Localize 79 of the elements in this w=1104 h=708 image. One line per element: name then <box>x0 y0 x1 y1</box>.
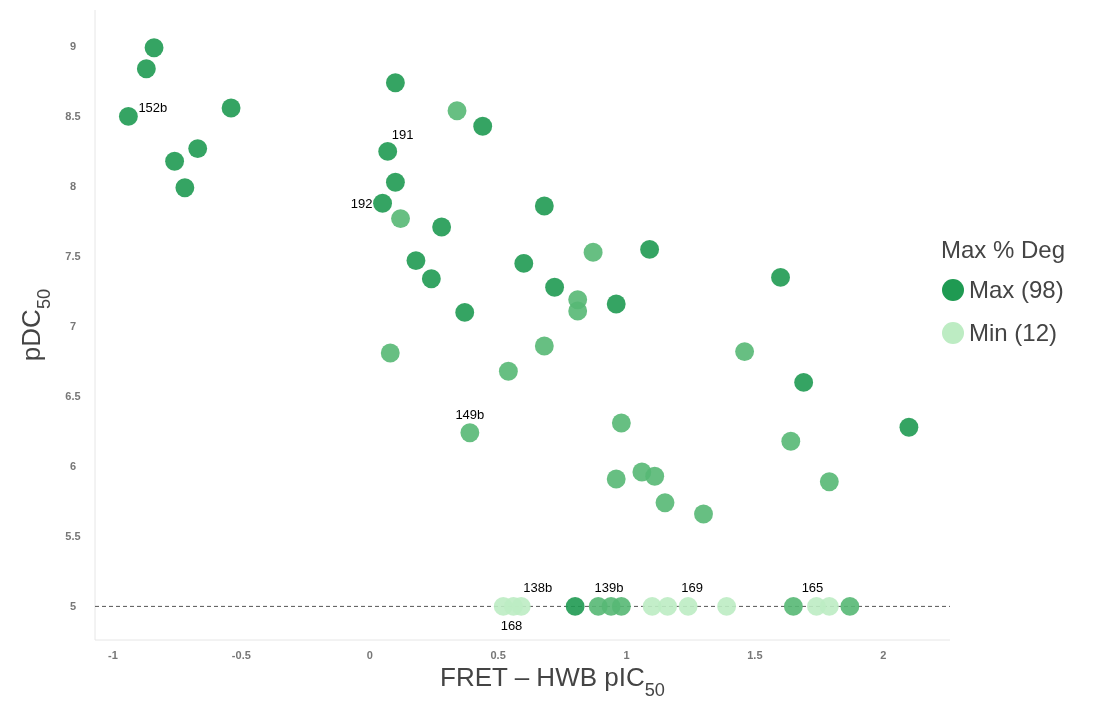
x-tick-label: 0.5 <box>490 649 506 661</box>
x-tick-label: 1.5 <box>747 649 763 661</box>
point <box>385 73 405 93</box>
point <box>645 466 665 486</box>
y-tick-label: 6.5 <box>65 390 81 403</box>
y-tick-label: 8.5 <box>65 110 81 123</box>
point <box>899 417 919 437</box>
annotation: 169 <box>681 580 703 596</box>
point <box>406 251 426 271</box>
y-tick-label: 8 <box>69 180 77 193</box>
point <box>678 596 698 616</box>
annotation: 152b <box>138 100 168 116</box>
point <box>165 151 185 171</box>
annotation: 138b <box>523 580 553 596</box>
point <box>373 193 393 213</box>
point <box>819 596 839 616</box>
point <box>455 302 475 322</box>
y-tick-label: 9 <box>69 40 77 53</box>
point <box>511 596 531 616</box>
point <box>771 267 790 287</box>
point <box>432 217 452 237</box>
annotation: 149b <box>455 406 485 422</box>
legend-label: Max (98) <box>969 276 1064 303</box>
point <box>783 596 803 616</box>
x-tick-label: 0 <box>366 649 373 661</box>
y-tick-label: 5.5 <box>65 530 81 543</box>
point <box>606 294 626 314</box>
point <box>221 98 241 118</box>
point <box>175 178 195 198</box>
point <box>534 336 554 356</box>
legend-label: Min (12) <box>969 319 1058 346</box>
point <box>188 139 208 159</box>
x-tick-label: -1 <box>108 649 118 661</box>
point <box>144 38 164 58</box>
point <box>118 106 138 126</box>
point <box>421 269 441 289</box>
point <box>565 596 585 616</box>
point <box>694 504 713 524</box>
x-tick-label: 2 <box>880 649 887 661</box>
point <box>447 101 467 121</box>
point <box>473 116 493 136</box>
point <box>380 343 400 363</box>
point <box>794 372 814 392</box>
x-tick-label: 1 <box>623 649 630 661</box>
x-axis-title: FRET – HWB pIC$_{50}$ <box>440 662 665 700</box>
annotation: 191 <box>391 127 414 143</box>
point <box>735 342 755 362</box>
point <box>781 431 801 451</box>
point <box>385 172 405 192</box>
annotation: 168 <box>500 618 523 634</box>
point <box>606 469 626 489</box>
annotation: 192 <box>350 196 373 212</box>
point <box>611 596 631 616</box>
point <box>545 277 565 297</box>
y-tick-label: 6 <box>69 460 77 473</box>
point <box>655 493 675 513</box>
point <box>642 596 662 616</box>
point <box>840 596 860 616</box>
y-tick-label: 7.5 <box>65 250 81 263</box>
point <box>819 472 839 492</box>
point <box>498 361 518 381</box>
point <box>514 253 534 273</box>
annotation: 165 <box>801 580 824 596</box>
point <box>583 242 603 262</box>
point <box>568 301 588 321</box>
point <box>391 209 410 229</box>
y-tick-label: 5 <box>69 600 77 613</box>
annotation: 139b <box>594 580 624 596</box>
point <box>136 59 156 79</box>
point <box>717 596 737 616</box>
point <box>378 141 398 161</box>
y-tick-label: 7 <box>69 320 77 333</box>
point <box>611 413 631 433</box>
x-tick-label: -0.5 <box>231 649 251 661</box>
point <box>460 423 480 443</box>
point <box>658 596 678 616</box>
point <box>640 239 660 259</box>
legend-title: Max % Deg <box>941 236 1066 263</box>
point <box>534 196 554 216</box>
